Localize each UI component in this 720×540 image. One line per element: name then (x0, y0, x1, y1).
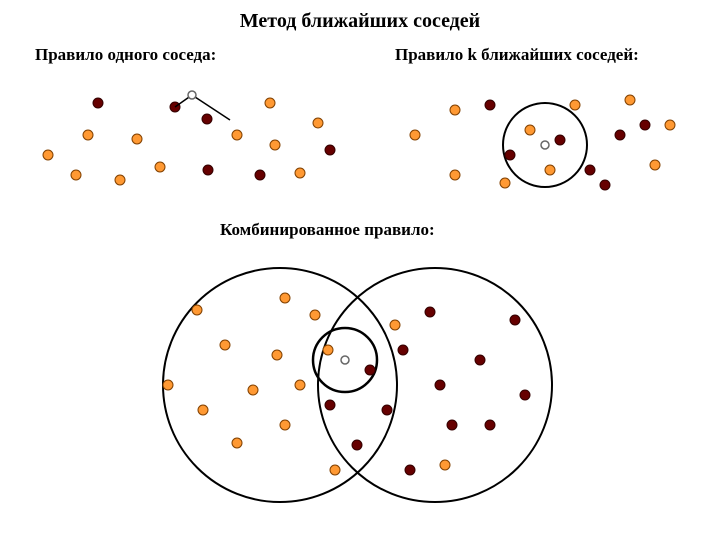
panel-bottom-svg (145, 250, 585, 520)
right-subtitle: Правило k ближайших соседей: (395, 45, 639, 65)
main-title: Метод ближайших соседей (0, 10, 720, 33)
panel-right-svg (395, 75, 695, 205)
panel-left-svg (30, 75, 350, 205)
left-subtitle: Правило одного соседа: (35, 45, 216, 65)
page: Метод ближайших соседей Правило одного с… (0, 0, 720, 540)
combined-subtitle: Комбинированное правило: (220, 220, 435, 240)
